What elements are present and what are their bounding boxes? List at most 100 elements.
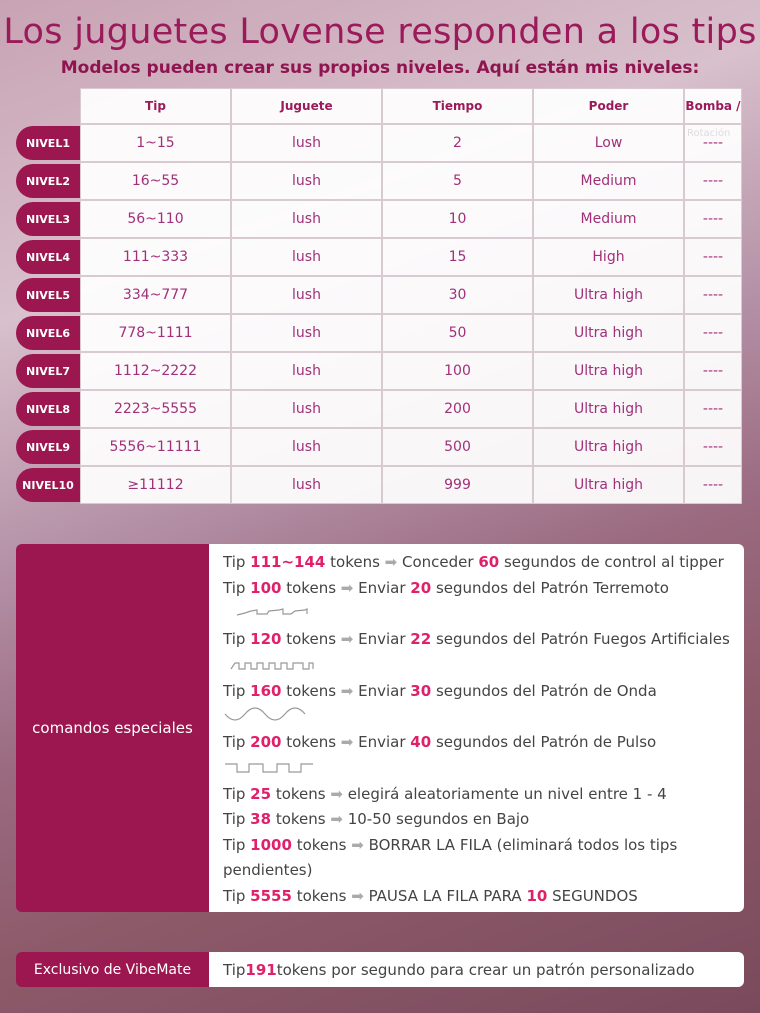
- text: elegirá aleatoriamente un nivel entre 1 …: [342, 784, 667, 803]
- cell-toy: lush: [231, 428, 382, 466]
- text: 10-50 segundos en Bajo: [342, 810, 530, 828]
- cell-toy: lush: [231, 390, 382, 428]
- command-line: Tip 25 tokens ➡ elegirá aleatoriamente u…: [223, 782, 730, 808]
- text: segundos del Patrón de Pulso: [431, 733, 657, 751]
- text: tokens: [281, 578, 341, 597]
- cell-toy: lush: [231, 352, 382, 390]
- text: segundos del Patrón de Onda: [431, 681, 657, 700]
- text: tokens: [291, 835, 352, 854]
- header-spacer: [16, 88, 80, 124]
- text: tokens por segundo para crear un patrón …: [276, 960, 695, 979]
- command-line: Tip 38 tokens ➡ 10-50 segundos en Bajo: [223, 807, 730, 833]
- command-line: Tip 111~144 tokens ➡ Conceder 60 segundo…: [223, 550, 730, 576]
- table-row: NIVEL5 334~777 lush 30 Ultra high ----: [16, 276, 742, 314]
- cell-pump: ----: [684, 200, 742, 238]
- cell-power: Ultra high: [533, 428, 684, 466]
- table-row: NIVEL2 16~55 lush 5 Medium ----: [16, 162, 742, 200]
- table-row: NIVEL9 5556~11111 lush 500 Ultra high ----: [16, 428, 742, 466]
- table-row: NIVEL8 2223~5555 lush 200 Ultra high ----: [16, 390, 742, 428]
- cell-power: Medium: [533, 200, 684, 238]
- cell-tip: 5556~11111: [80, 428, 231, 466]
- cell-time: 200: [382, 390, 533, 428]
- cell-time: 5: [382, 162, 533, 200]
- cell-power: Ultra high: [533, 314, 684, 352]
- level-badge: NIVEL8: [16, 392, 80, 426]
- page-subtitle: Modelos pueden crear sus propios niveles…: [60, 58, 700, 78]
- cell-tip: 111~333: [80, 238, 231, 276]
- command-line: Tip 100 tokens ➡ Enviar 20 segundos del …: [223, 576, 730, 602]
- special-commands-label: comandos especiales: [16, 544, 209, 912]
- highlight-number: 10: [526, 886, 548, 905]
- arrow-icon: ➡: [340, 578, 354, 597]
- table-row: NIVEL7 1112~2222 lush 100 Ultra high ----: [16, 352, 742, 390]
- arrow-icon: ➡: [340, 681, 354, 700]
- highlight-number: 25: [250, 784, 272, 803]
- cell-tip: 2223~5555: [80, 390, 231, 428]
- arrow-icon: ➡: [330, 784, 343, 803]
- cell-toy: lush: [231, 466, 382, 504]
- overflow-header-text: Rotación: [687, 128, 731, 139]
- text: Enviar: [353, 578, 411, 597]
- cell-time: 2: [382, 124, 533, 162]
- cell-tip: 1112~2222: [80, 352, 231, 390]
- fireworks-pattern-icon: [230, 661, 314, 670]
- arrow-icon: ➡: [351, 835, 364, 854]
- cell-time: 100: [382, 352, 533, 390]
- highlight-number: 40: [410, 733, 432, 751]
- text: tokens: [271, 810, 331, 828]
- cell-time: 999: [382, 466, 533, 504]
- highlight-number: 38: [250, 810, 272, 828]
- text: Tip: [223, 784, 251, 803]
- text: Tip: [223, 630, 251, 648]
- text: Tip: [223, 578, 251, 597]
- table-row: NIVEL6 778~1111 lush 50 Ultra high ----: [16, 314, 742, 352]
- cell-time: 10: [382, 200, 533, 238]
- special-commands-list: Tip 111~144 tokens ➡ Conceder 60 segundo…: [209, 544, 744, 912]
- level-badge: NIVEL10: [16, 468, 80, 502]
- levels-table: Tip Juguete Tiempo Poder Bomba / NIVEL1 1~15 lu…: [16, 88, 742, 504]
- cell-toy: lush: [231, 162, 382, 200]
- special-commands-panel: comandos especiales Tip 111~144 tokens ➡…: [16, 544, 744, 912]
- cell-tip: 16~55: [80, 162, 231, 200]
- highlight-number: 200: [250, 733, 282, 751]
- level-badge: NIVEL6: [16, 316, 80, 350]
- text: Enviar: [353, 733, 411, 751]
- cell-power: Ultra high: [533, 276, 684, 314]
- table-row: NIVEL4 111~333 lush 15 High ----: [16, 238, 742, 276]
- table-row: NIVEL1 1~15 lush 2 Low ---- Rotación: [16, 124, 742, 162]
- text: tokens: [281, 681, 341, 700]
- cell-tip: 1~15: [80, 124, 231, 162]
- column-header: Tip: [80, 88, 231, 124]
- wave-pattern-icon: [224, 707, 306, 721]
- table-row: NIVEL3 56~110 lush 10 Medium ----: [16, 200, 742, 238]
- text: tokens: [281, 733, 341, 751]
- level-badge: NIVEL2: [16, 164, 80, 198]
- text: tokens: [281, 630, 341, 648]
- cell-toy: lush: [231, 238, 382, 276]
- highlight-number: 120: [250, 630, 282, 648]
- cell-power: High: [533, 238, 684, 276]
- cell-pump: ----: [684, 276, 742, 314]
- cell-time: 500: [382, 428, 533, 466]
- text: Tip: [223, 835, 251, 854]
- cell-pump: ----: [684, 314, 742, 352]
- arrow-icon: ➡: [340, 733, 354, 751]
- vibemate-exclusive-panel: Exclusivo de VibeMate Tip 191 tokens por…: [16, 952, 744, 987]
- text: Tip: [223, 553, 251, 571]
- text: segundos de control al tipper: [499, 553, 724, 571]
- text: segundos del Patrón Terremoto: [431, 578, 669, 597]
- level-badge: NIVEL4: [16, 240, 80, 274]
- column-header: Bomba /: [684, 88, 742, 124]
- cell-tip: 56~110: [80, 200, 231, 238]
- text: Tip: [223, 810, 251, 828]
- highlight-number: 160: [250, 681, 282, 700]
- highlight-number: 100: [250, 578, 282, 597]
- table-header-row: Tip Juguete Tiempo Poder Bomba /: [16, 88, 742, 124]
- cell-pump: ----: [684, 238, 742, 276]
- text: tokens: [271, 784, 331, 803]
- command-line: Tip 5555 tokens ➡ PAUSA LA FILA PARA 10 …: [223, 884, 730, 910]
- command-line: Tip 160 tokens ➡ Enviar 30 segundos del …: [223, 679, 730, 705]
- earthquake-pattern-icon: [236, 608, 308, 616]
- highlight-number: 60: [478, 553, 500, 571]
- text: SEGUNDOS: [547, 886, 638, 905]
